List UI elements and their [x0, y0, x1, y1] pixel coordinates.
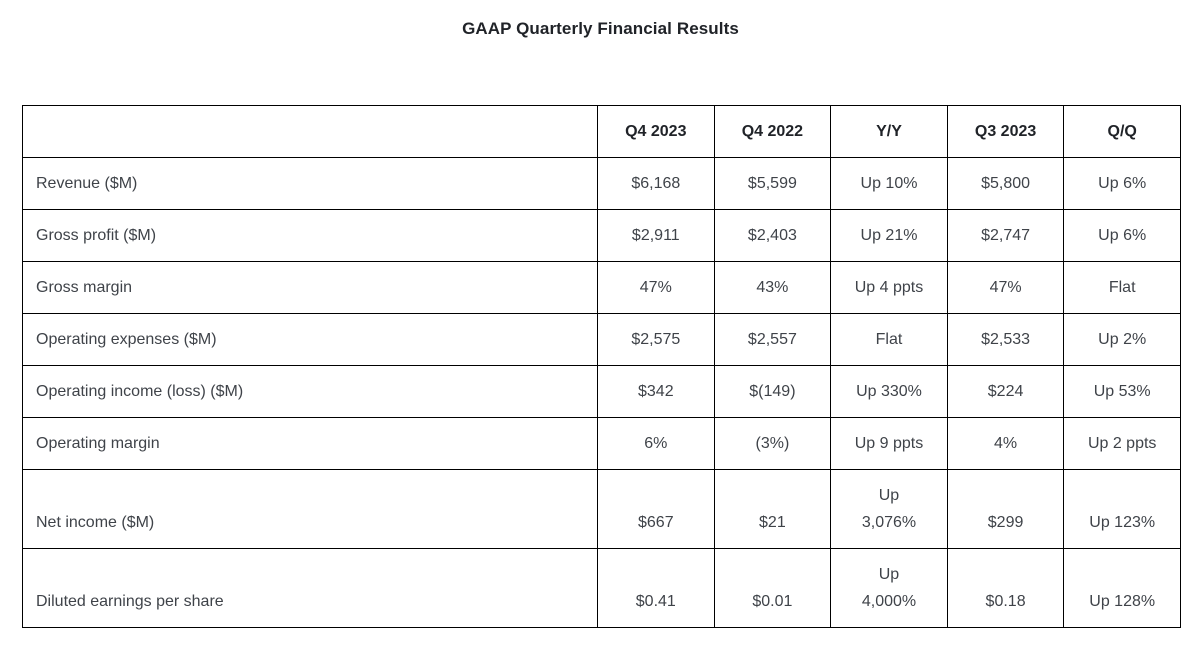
table-cell: 43%	[713, 261, 832, 314]
table-cell: $2,403	[713, 209, 832, 262]
table-cell: Up 2%	[1063, 313, 1181, 366]
table-body: Revenue ($M) $6,168 $5,599 Up 10% $5,800…	[22, 157, 1181, 628]
table-row-operating-margin: Operating margin 6% (3%) Up 9 ppts 4% Up…	[22, 417, 1181, 470]
table-cell: Up 128%	[1063, 548, 1181, 628]
table-cell: Up 6%	[1063, 209, 1181, 262]
table-cell: $667	[597, 469, 715, 549]
table-cell: $0.01	[713, 548, 832, 628]
column-header-q4-2022: Q4 2022	[713, 105, 832, 158]
financial-results-table: Q4 2023 Q4 2022 Y/Y Q3 2023 Q/Q Revenue …	[22, 105, 1181, 628]
header-row: Q4 2023 Q4 2022 Y/Y Q3 2023 Q/Q	[22, 105, 1181, 158]
table-cell: $2,911	[597, 209, 715, 262]
row-label: Net income ($M)	[22, 469, 598, 549]
table-cell: Up 3,076%	[830, 469, 948, 549]
table-cell: Up 4,000%	[830, 548, 948, 628]
row-label: Gross profit ($M)	[22, 209, 598, 262]
table-cell: Up 2 ppts	[1063, 417, 1181, 470]
table-cell: Up 123%	[1063, 469, 1181, 549]
row-label: Diluted earnings per share	[22, 548, 598, 628]
table-cell: $0.41	[597, 548, 715, 628]
table-cell: $224	[946, 365, 1065, 418]
table-cell: $6,168	[597, 157, 715, 210]
table-cell: $5,599	[713, 157, 832, 210]
table-cell: $21	[713, 469, 832, 549]
table-row-gross-profit: Gross profit ($M) $2,911 $2,403 Up 21% $…	[22, 209, 1181, 262]
row-label: Operating income (loss) ($M)	[22, 365, 598, 418]
row-label: Operating margin	[22, 417, 598, 470]
table-cell: 6%	[597, 417, 715, 470]
table-row-diluted-eps: Diluted earnings per share $0.41 $0.01 U…	[22, 548, 1181, 628]
table-header: Q4 2023 Q4 2022 Y/Y Q3 2023 Q/Q	[22, 105, 1181, 158]
table-cell: Flat	[1063, 261, 1181, 314]
table-cell: (3%)	[713, 417, 832, 470]
column-header-blank	[22, 105, 598, 158]
table-cell: $(149)	[713, 365, 832, 418]
table-row-operating-income: Operating income (loss) ($M) $342 $(149)…	[22, 365, 1181, 418]
table-cell: 47%	[597, 261, 715, 314]
column-header-q3-2023: Q3 2023	[946, 105, 1065, 158]
page-title: GAAP Quarterly Financial Results	[462, 19, 739, 38]
table-cell: $2,575	[597, 313, 715, 366]
table-cell: $0.18	[946, 548, 1065, 628]
table-row-revenue: Revenue ($M) $6,168 $5,599 Up 10% $5,800…	[22, 157, 1181, 210]
table-cell: $299	[946, 469, 1065, 549]
row-label: Operating expenses ($M)	[22, 313, 598, 366]
column-header-qq: Q/Q	[1063, 105, 1181, 158]
column-header-q4-2023: Q4 2023	[597, 105, 715, 158]
table-cell: $2,557	[713, 313, 832, 366]
table-cell: Up 53%	[1063, 365, 1181, 418]
table-cell: $2,533	[946, 313, 1065, 366]
table-cell: 4%	[946, 417, 1065, 470]
table-cell: Up 10%	[830, 157, 948, 210]
table-row-operating-expenses: Operating expenses ($M) $2,575 $2,557 Fl…	[22, 313, 1181, 366]
table-row-gross-margin: Gross margin 47% 43% Up 4 ppts 47% Flat	[22, 261, 1181, 314]
table-cell: Up 330%	[830, 365, 948, 418]
table-cell: Up 21%	[830, 209, 948, 262]
table-row-net-income: Net income ($M) $667 $21 Up 3,076% $299 …	[22, 469, 1181, 549]
table-cell: $2,747	[946, 209, 1065, 262]
table-cell: Up 4 ppts	[830, 261, 948, 314]
row-label: Revenue ($M)	[22, 157, 598, 210]
row-label: Gross margin	[22, 261, 598, 314]
column-header-yy: Y/Y	[830, 105, 948, 158]
table-cell: $5,800	[946, 157, 1065, 210]
table-cell: Flat	[830, 313, 948, 366]
table-cell: Up 6%	[1063, 157, 1181, 210]
table-cell: 47%	[946, 261, 1065, 314]
table-cell: $342	[597, 365, 715, 418]
table-cell: Up 9 ppts	[830, 417, 948, 470]
